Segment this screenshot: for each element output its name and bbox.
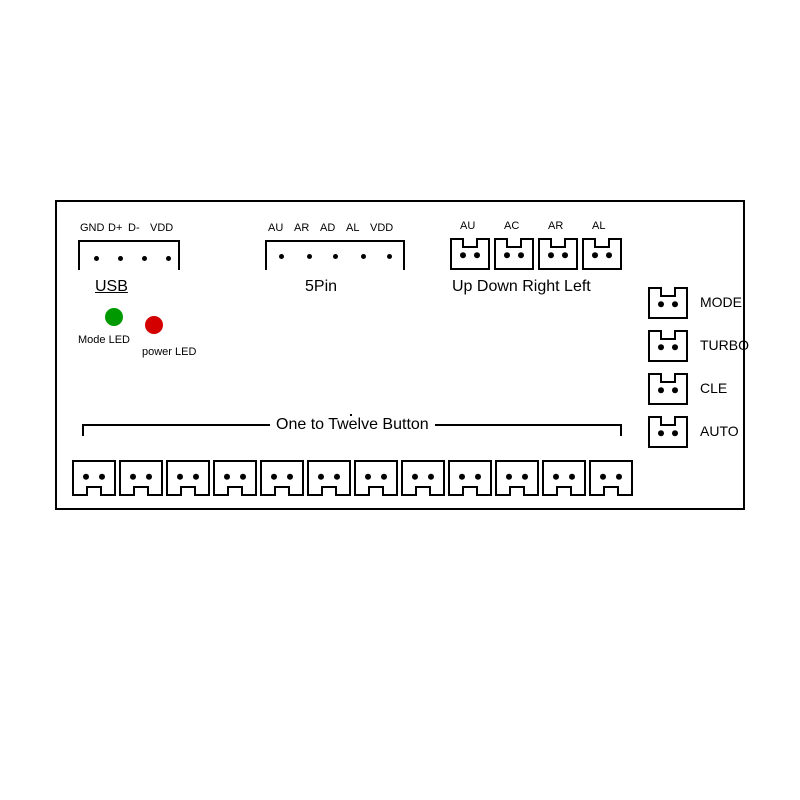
side-label-turbo: TURBO [700, 337, 749, 353]
mode-led-label: Mode LED [78, 334, 130, 346]
usb-connector [78, 240, 180, 270]
bottom-conn-11 [542, 460, 586, 496]
side-label-mode: MODE [700, 294, 742, 310]
usb-label: USB [95, 278, 128, 296]
side-conn-cle [648, 373, 688, 405]
bottom-conn-9 [448, 460, 492, 496]
pin5-connector [265, 240, 405, 270]
pin5-vdd: VDD [370, 222, 393, 234]
usb-pin-dminus: D- [128, 222, 140, 234]
power-led-label: power LED [142, 346, 196, 358]
usb-pin-gnd: GND [80, 222, 104, 234]
bottom-conn-2 [119, 460, 163, 496]
usb-pin-vdd: VDD [150, 222, 173, 234]
pin5-label: 5Pin [305, 278, 337, 296]
dir-conn-up [450, 238, 490, 270]
bottom-conn-5 [260, 460, 304, 496]
bottom-conn-10 [495, 460, 539, 496]
pin5-ar: AR [294, 222, 309, 234]
bottom-conn-1 [72, 460, 116, 496]
dir-pin-ar: AR [548, 220, 563, 232]
dir-conn-right [538, 238, 578, 270]
bottom-conn-4 [213, 460, 257, 496]
bottom-row-label: One to Twelve Button [270, 416, 435, 434]
dir-label: Up Down Right Left [452, 278, 591, 296]
side-conn-mode [648, 287, 688, 319]
bottom-conn-12 [589, 460, 633, 496]
pin5-al: AL [346, 222, 359, 234]
dir-conn-down [494, 238, 534, 270]
power-led-icon [145, 316, 163, 334]
side-label-cle: CLE [700, 380, 727, 396]
bottom-conn-3 [166, 460, 210, 496]
dir-pin-al: AL [592, 220, 605, 232]
bottom-conn-8 [401, 460, 445, 496]
pin5-ad: AD [320, 222, 335, 234]
bottom-conn-7 [354, 460, 398, 496]
side-conn-auto [648, 416, 688, 448]
dir-pin-ac: AC [504, 220, 519, 232]
side-conn-turbo [648, 330, 688, 362]
dir-pin-au: AU [460, 220, 475, 232]
bottom-conn-6 [307, 460, 351, 496]
usb-pin-dplus: D+ [108, 222, 122, 234]
side-label-auto: AUTO [700, 423, 739, 439]
pin5-au: AU [268, 222, 283, 234]
dir-conn-left [582, 238, 622, 270]
mode-led-icon [105, 308, 123, 326]
